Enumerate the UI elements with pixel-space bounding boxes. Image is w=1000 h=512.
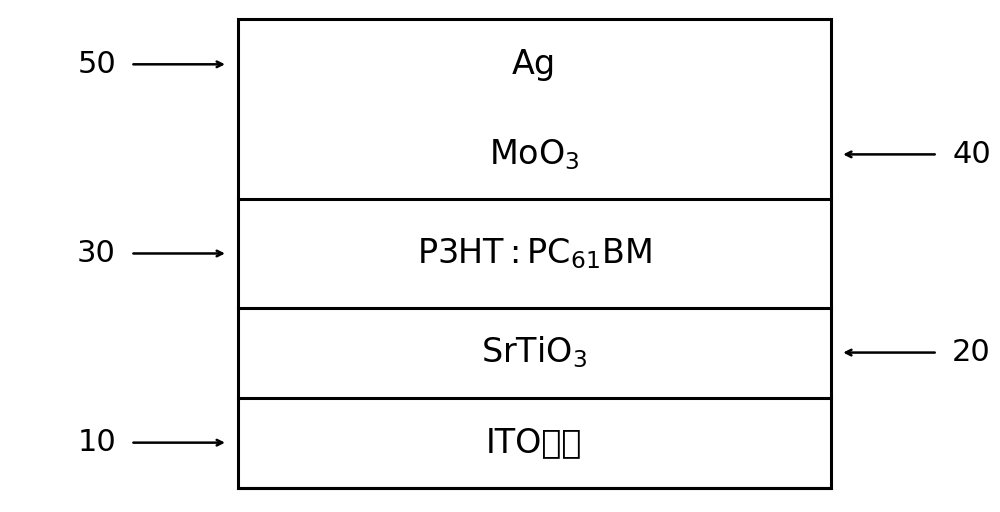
Text: $\mathrm{SrTiO_3}$: $\mathrm{SrTiO_3}$: [481, 335, 587, 370]
Text: $\mathrm{P3HT:PC_{61}BM}$: $\mathrm{P3HT:PC_{61}BM}$: [417, 236, 651, 271]
Text: ITO玻璊: ITO玻璊: [486, 426, 582, 459]
Text: Ag: Ag: [512, 48, 556, 81]
Text: 50: 50: [77, 50, 116, 79]
Text: $\mathrm{MoO_3}$: $\mathrm{MoO_3}$: [489, 137, 579, 172]
Text: 10: 10: [77, 428, 116, 457]
Bar: [238, 19, 831, 488]
Text: 20: 20: [952, 338, 991, 367]
Text: 40: 40: [952, 140, 991, 169]
Text: 30: 30: [77, 239, 116, 268]
